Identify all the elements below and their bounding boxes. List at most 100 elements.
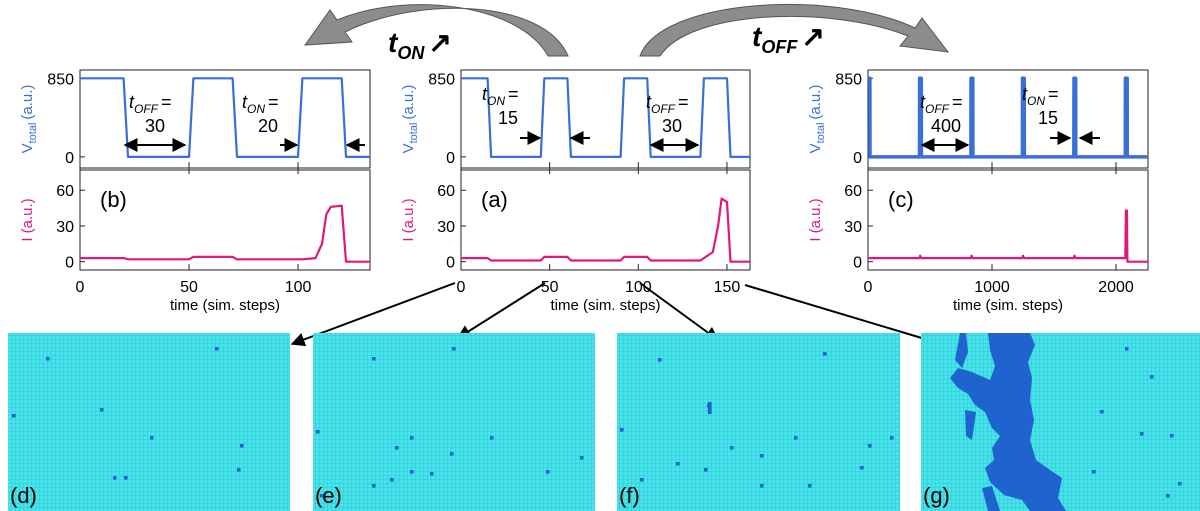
defect xyxy=(237,468,241,472)
annotation: tOFF = xyxy=(129,92,172,116)
annotation-eq: = xyxy=(1048,84,1059,104)
annotation: tOFF = xyxy=(646,92,689,116)
annotation-sub: ON xyxy=(1027,94,1045,108)
panel: 0 850 Vtotal (a.u.) 0 30 60 I (a.u.) 0 50 100 150 ti… xyxy=(400,69,751,314)
defect xyxy=(1125,347,1129,351)
annotation-t: t xyxy=(242,92,248,112)
header-arrow: ↗ xyxy=(428,27,451,58)
y-label-sub: total xyxy=(815,123,827,144)
annotation-eq: = xyxy=(952,92,963,112)
y-label-unit: (a.u.) xyxy=(400,85,417,120)
header-t: t xyxy=(752,21,763,52)
line-series xyxy=(868,76,1148,159)
annotation: tON = xyxy=(242,92,279,116)
y-label-main: V xyxy=(19,143,36,153)
annotation-eq: = xyxy=(508,84,519,104)
defect xyxy=(320,494,324,498)
y-tick-label: 850 xyxy=(428,71,455,88)
y-label-sub: total xyxy=(27,123,39,144)
defect xyxy=(868,444,872,448)
plot-frame xyxy=(79,169,371,271)
y-label-unit: (a.u.) xyxy=(19,85,36,120)
annotation-value: 400 xyxy=(931,116,961,136)
defect xyxy=(760,454,764,458)
annotation: tON = xyxy=(1022,84,1059,108)
annotation-t: t xyxy=(646,92,652,112)
defect xyxy=(704,468,708,472)
line-series xyxy=(461,77,750,158)
defect xyxy=(390,478,394,482)
defect xyxy=(1100,410,1104,414)
plot-frame xyxy=(460,169,751,271)
x-tick-label: 50 xyxy=(180,279,198,296)
plot-frame xyxy=(79,69,371,169)
defect xyxy=(372,357,376,361)
plot-frame xyxy=(867,69,1149,169)
annotation: tON = xyxy=(482,84,519,108)
plot-frame xyxy=(460,69,751,169)
annotation-sub: OFF xyxy=(925,102,950,116)
defect xyxy=(430,472,434,476)
filament xyxy=(1040,480,1050,500)
pointer xyxy=(744,284,947,349)
pointer xyxy=(456,282,546,339)
annotation-eq: = xyxy=(678,92,689,112)
annotation-t: t xyxy=(1022,84,1028,104)
plot-frame xyxy=(867,169,1149,271)
y-label-main: V xyxy=(400,143,417,153)
defect xyxy=(12,414,16,418)
defect xyxy=(1092,470,1096,474)
defect xyxy=(658,358,662,362)
defect xyxy=(1150,375,1154,379)
image-label: (g) xyxy=(923,483,950,508)
header-sub: ON xyxy=(397,43,425,63)
image-label: (e) xyxy=(315,483,342,508)
header-sub: OFF xyxy=(761,37,798,57)
defect xyxy=(395,446,399,450)
defect xyxy=(860,466,864,470)
defect xyxy=(794,436,798,440)
y-axis-label: Vtotal (a.u.) xyxy=(400,85,420,154)
x-tick-label: 150 xyxy=(714,279,741,296)
y-tick-label: 850 xyxy=(835,71,862,88)
defect xyxy=(1140,432,1144,436)
y-label-main: V xyxy=(807,143,824,153)
filament xyxy=(950,333,1066,511)
x-axis-label: time (sim. steps) xyxy=(953,297,1063,314)
line-series xyxy=(868,209,1148,263)
annotation-t: t xyxy=(482,84,488,104)
annotation-sub: OFF xyxy=(134,102,159,116)
defect xyxy=(372,484,376,488)
annotation-sub: ON xyxy=(247,102,265,116)
x-axis-label: time (sim. steps) xyxy=(550,297,660,314)
y-tick-label: 30 xyxy=(437,219,455,236)
y-axis-label: I (a.u.) xyxy=(19,198,36,241)
lattice xyxy=(313,333,595,511)
y-tick-label: 30 xyxy=(56,219,74,236)
image-label: (d) xyxy=(10,483,37,508)
annotation-value: 15 xyxy=(498,108,518,128)
defect xyxy=(546,470,550,474)
y-tick-label: 60 xyxy=(56,183,74,200)
annotation-value: 30 xyxy=(662,116,682,136)
defect xyxy=(150,436,154,440)
panel-label: (a) xyxy=(481,187,508,212)
y-axis-label: I (a.u.) xyxy=(400,198,417,241)
annotation-value: 15 xyxy=(1038,108,1058,128)
defect xyxy=(890,436,894,440)
filament xyxy=(955,333,968,368)
y-label-unit: (a.u.) xyxy=(807,85,824,120)
x-tick-label: 50 xyxy=(541,279,559,296)
simulation-image: (e) xyxy=(313,333,595,511)
defect xyxy=(1178,482,1182,486)
filament xyxy=(982,486,1000,511)
annotation-sub: OFF xyxy=(651,102,676,116)
y-axis-label: Vtotal (a.u.) xyxy=(807,85,827,154)
x-tick-label: 1000 xyxy=(974,279,1010,296)
header-t: t xyxy=(388,27,399,58)
defect xyxy=(452,347,456,351)
defect xyxy=(808,484,812,488)
lattice xyxy=(617,333,900,511)
curved-arrow xyxy=(303,4,569,57)
